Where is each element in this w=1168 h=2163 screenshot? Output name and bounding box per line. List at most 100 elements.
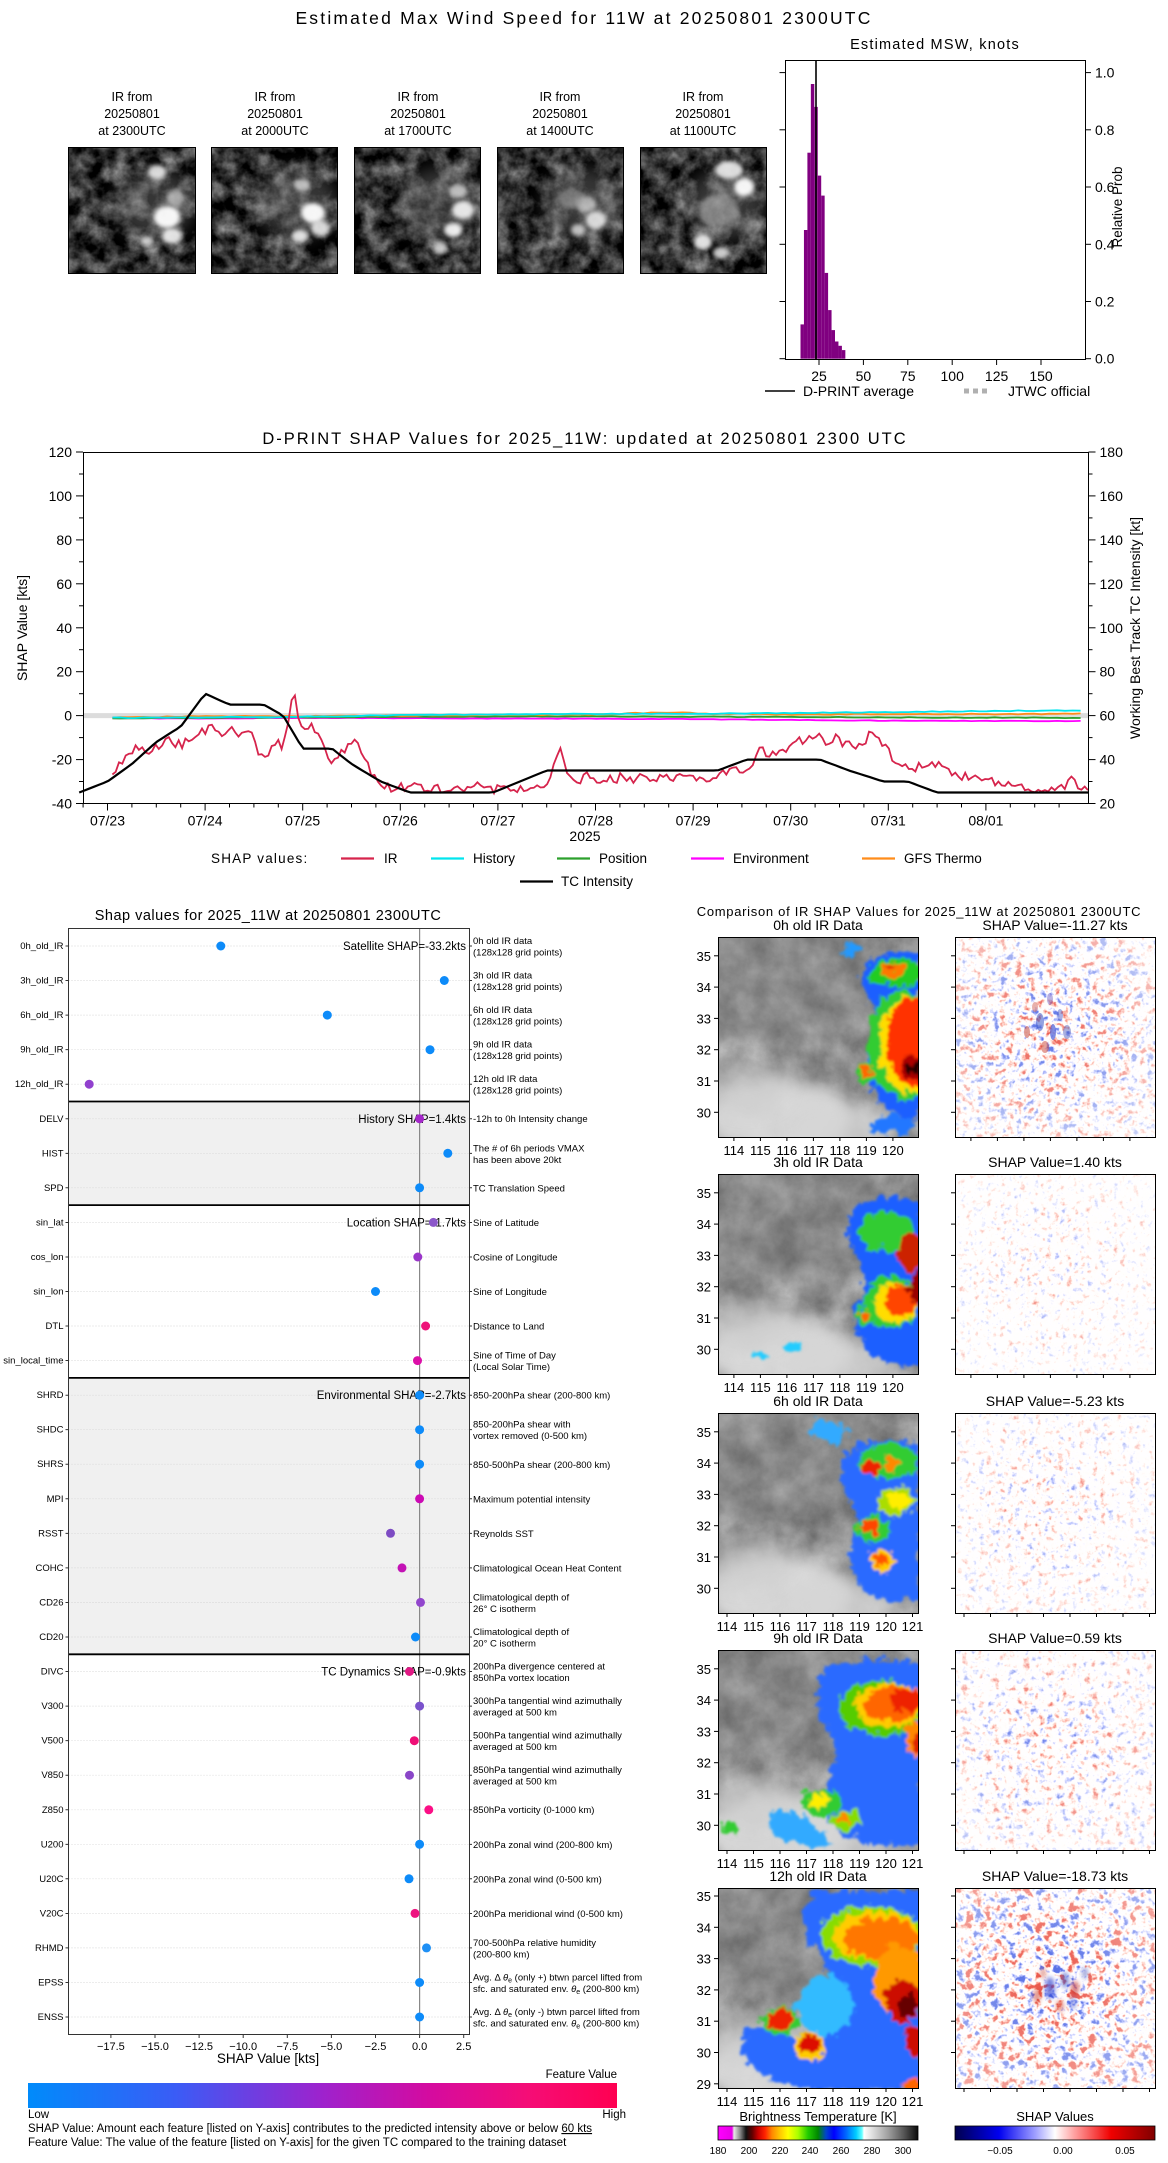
svg-text:114: 114 (724, 1380, 745, 1395)
svg-text:CD26: CD26 (39, 1597, 63, 1608)
svg-text:sin_lon: sin_lon (33, 1287, 63, 1298)
svg-text:33: 33 (697, 1952, 711, 1967)
svg-text:Estimated Max Wind Speed for 1: Estimated Max Wind Speed for 11W at 2025… (295, 8, 872, 28)
svg-text:2025: 2025 (569, 828, 600, 844)
svg-text:2.5: 2.5 (456, 2041, 471, 2053)
svg-text:SHAP Value [kts]: SHAP Value [kts] (217, 2051, 319, 2066)
svg-text:180: 180 (710, 2146, 727, 2157)
svg-text:120: 120 (1100, 576, 1124, 592)
svg-text:HIST: HIST (42, 1148, 64, 1159)
svg-text:averaged at 500 km: averaged at 500 km (473, 1708, 557, 1719)
svg-text:0h old IR data: 0h old IR data (473, 936, 533, 947)
svg-text:25: 25 (811, 368, 827, 384)
svg-text:500hPa tangential wind azimuth: 500hPa tangential wind azimuthally (473, 1731, 622, 1742)
svg-text:SHAP Value=0.59 kts: SHAP Value=0.59 kts (988, 1630, 1122, 1646)
svg-text:07/25: 07/25 (285, 813, 320, 829)
svg-text:07/28: 07/28 (578, 813, 613, 829)
svg-text:Working Best Track TC Intensit: Working Best Track TC Intensity [kt] (1127, 517, 1143, 739)
svg-text:SHAP Value: Amount each featur: SHAP Value: Amount each feature [listed … (28, 2123, 592, 2135)
svg-text:−17.5: −17.5 (97, 2041, 125, 2053)
svg-text:DTL: DTL (46, 1321, 64, 1332)
svg-text:08/01: 08/01 (968, 813, 1003, 829)
svg-text:at 2000UTC: at 2000UTC (241, 124, 308, 138)
svg-text:-12h to 0h Intensity change: -12h to 0h Intensity change (473, 1114, 588, 1125)
svg-text:117: 117 (803, 1143, 824, 1158)
svg-text:119: 119 (849, 2094, 870, 2109)
svg-text:31: 31 (697, 1550, 711, 1565)
svg-text:117: 117 (796, 1856, 817, 1871)
svg-text:at 1400UTC: at 1400UTC (526, 124, 593, 138)
svg-text:20250801: 20250801 (104, 107, 160, 121)
svg-text:20250801: 20250801 (247, 107, 303, 121)
svg-text:1.0: 1.0 (1095, 65, 1115, 81)
svg-text:Avg. Δ θe​ (only +) btwn parce: Avg. Δ θe​ (only +) btwn parcel lifted f… (473, 1973, 642, 1985)
svg-text:(128x128 grid points): (128x128 grid points) (473, 982, 562, 993)
svg-text:07/23: 07/23 (90, 813, 125, 829)
svg-text:114: 114 (717, 2094, 738, 2109)
svg-text:SHAP Value [kts]: SHAP Value [kts] (14, 575, 30, 681)
svg-text:07/29: 07/29 (676, 813, 711, 829)
svg-text:31: 31 (697, 1311, 711, 1326)
svg-text:33: 33 (697, 1248, 711, 1263)
svg-text:GFS Thermo: GFS Thermo (904, 851, 982, 866)
svg-text:SHAP Value=-5.23 kts: SHAP Value=-5.23 kts (986, 1393, 1124, 1409)
svg-text:averaged at 500 km: averaged at 500 km (473, 1742, 557, 1753)
svg-text:3h_old_IR: 3h_old_IR (20, 976, 63, 987)
svg-text:V850: V850 (41, 1770, 63, 1781)
svg-text:200hPa divergence centered at: 200hPa divergence centered at (473, 1662, 605, 1673)
svg-text:V300: V300 (41, 1701, 63, 1712)
svg-text:9h old IR data: 9h old IR data (473, 1040, 533, 1051)
svg-text:0.4: 0.4 (1095, 236, 1115, 252)
svg-text:Climatological Ocean Heat Cont: Climatological Ocean Heat Content (473, 1563, 622, 1574)
svg-text:32: 32 (697, 1043, 711, 1058)
svg-text:3h old IR data: 3h old IR data (473, 971, 533, 982)
svg-text:Sine of Longitude: Sine of Longitude (473, 1287, 547, 1298)
svg-text:0h_old_IR: 0h_old_IR (20, 941, 63, 952)
svg-text:60: 60 (56, 576, 72, 592)
svg-text:−7.5: −7.5 (276, 2041, 298, 2053)
svg-text:Shap values for 2025_11W at 20: Shap values for 2025_11W at 20250801 230… (95, 908, 442, 924)
svg-text:20: 20 (56, 664, 72, 680)
svg-text:SHAP Value=-11.27 kts: SHAP Value=-11.27 kts (982, 917, 1127, 933)
svg-text:Position: Position (599, 851, 647, 866)
svg-text:118: 118 (830, 1380, 851, 1395)
svg-text:JTWC official: JTWC official (1008, 383, 1090, 399)
svg-text:D-PRINT SHAP Values for 2025_1: D-PRINT SHAP Values for 2025_11W: update… (262, 430, 907, 448)
svg-text:Z850: Z850 (42, 1805, 64, 1816)
svg-text:TC Dynamics SHAP=-0.9kts: TC Dynamics SHAP=-0.9kts (321, 1667, 466, 1679)
svg-text:−0.05: −0.05 (987, 2146, 1013, 2157)
svg-text:U20C: U20C (39, 1874, 63, 1885)
svg-text:Climatological depth of: Climatological depth of (473, 1592, 569, 1603)
svg-text:Low: Low (28, 2109, 50, 2121)
svg-text:850hPa tangential wind azimuth: 850hPa tangential wind azimuthally (473, 1765, 622, 1776)
svg-text:116: 116 (777, 1380, 798, 1395)
svg-text:32: 32 (697, 1280, 711, 1295)
svg-text:118: 118 (823, 2094, 844, 2109)
svg-text:116: 116 (777, 1143, 798, 1158)
svg-text:IR from: IR from (255, 90, 296, 104)
svg-text:0.6: 0.6 (1095, 179, 1115, 195)
svg-text:Sine of Latitude: Sine of Latitude (473, 1218, 539, 1229)
svg-text:200: 200 (741, 2146, 758, 2157)
svg-text:121: 121 (902, 1856, 924, 1871)
svg-text:−5.0: −5.0 (321, 2041, 343, 2053)
svg-text:0: 0 (64, 708, 72, 724)
svg-text:Satellite SHAP=-33.2kts: Satellite SHAP=-33.2kts (343, 941, 466, 953)
svg-text:9h_old_IR: 9h_old_IR (20, 1045, 63, 1056)
svg-text:114: 114 (717, 1619, 738, 1634)
svg-text:3h old IR Data: 3h old IR Data (773, 1154, 863, 1170)
svg-text:280: 280 (864, 2146, 881, 2157)
svg-text:−15.0: −15.0 (141, 2041, 169, 2053)
svg-text:-20: -20 (52, 752, 72, 768)
svg-text:TC Intensity: TC Intensity (561, 874, 633, 889)
svg-text:35: 35 (697, 949, 711, 964)
svg-text:IR from: IR from (540, 90, 581, 104)
svg-text:31: 31 (697, 2014, 711, 2029)
svg-text:Distance to Land: Distance to Land (473, 1322, 544, 1333)
svg-text:34: 34 (697, 1217, 711, 1232)
svg-text:07/27: 07/27 (480, 813, 515, 829)
svg-text:150: 150 (1029, 368, 1053, 384)
svg-text:SPD: SPD (44, 1183, 64, 1194)
svg-text:(Local Solar Time): (Local Solar Time) (473, 1362, 550, 1373)
svg-text:averaged at 500 km: averaged at 500 km (473, 1777, 557, 1788)
